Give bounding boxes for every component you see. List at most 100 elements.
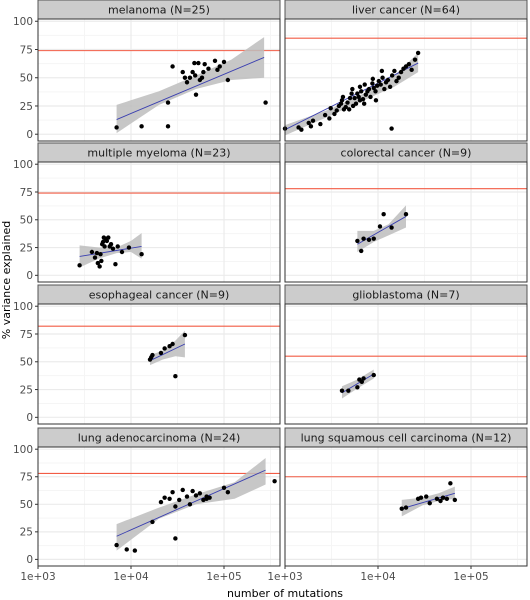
panel-background	[285, 304, 527, 424]
y-tick-label: 100	[13, 301, 33, 313]
panel-border	[37, 303, 281, 425]
data-point	[356, 94, 361, 100]
data-point	[308, 124, 314, 129]
data-point	[114, 125, 119, 130]
data-point	[184, 80, 190, 85]
data-point	[415, 50, 421, 56]
data-point	[340, 94, 346, 100]
data-point	[306, 120, 311, 126]
data-point	[373, 89, 378, 94]
data-point	[180, 69, 185, 75]
data-point	[221, 59, 227, 65]
data-point	[370, 76, 376, 82]
data-point	[332, 111, 337, 117]
facet-title: multiple myeloma (N=23)	[87, 147, 230, 160]
data-point	[165, 100, 171, 105]
data-point	[77, 263, 82, 268]
data-point	[173, 374, 178, 379]
y-tick-label: 50	[20, 499, 33, 511]
data-point	[322, 112, 328, 118]
data-point	[196, 60, 201, 66]
data-point	[299, 127, 304, 132]
data-point	[379, 68, 385, 74]
data-point	[221, 485, 227, 490]
data-point	[385, 77, 391, 83]
data-point	[162, 346, 167, 351]
data-point	[403, 212, 409, 217]
data-point	[139, 124, 144, 129]
regression-line	[401, 492, 455, 510]
facet-panel: lung squamous cell carcinoma (N=12) 1e+03…	[267, 427, 528, 583]
facet-panel: liver cancer (N=64)	[282, 0, 528, 142]
data-point	[215, 67, 220, 73]
data-point	[381, 212, 386, 217]
data-point	[359, 379, 365, 384]
facet-panel: colorectal cancer (N=9)	[284, 142, 528, 283]
data-point	[94, 250, 100, 256]
y-tick-label: 25	[20, 101, 33, 113]
facet-title: esophageal cancer (N=9)	[89, 289, 230, 302]
data-point	[170, 64, 175, 69]
data-point	[371, 236, 376, 241]
x-tick-label: 1e+05	[453, 571, 488, 583]
data-point	[114, 542, 119, 548]
data-point	[100, 239, 106, 245]
data-point	[158, 350, 164, 356]
data-point	[412, 57, 418, 62]
data-point	[346, 388, 351, 393]
data-point	[110, 246, 116, 251]
data-point	[197, 491, 203, 496]
y-tick-label: 0	[26, 270, 33, 282]
data-point	[339, 98, 345, 103]
data-point	[327, 116, 332, 121]
data-point	[339, 388, 345, 393]
data-point	[360, 97, 366, 102]
data-point	[204, 496, 209, 501]
data-point	[378, 82, 383, 87]
data-point	[424, 494, 429, 499]
data-point	[355, 238, 360, 244]
data-point	[361, 101, 367, 106]
data-point	[102, 244, 107, 249]
facet-panel: glioblastoma (N=7)	[284, 284, 528, 425]
panel-background	[38, 19, 280, 141]
confidence-band	[401, 486, 455, 517]
data-point	[444, 496, 450, 501]
data-point	[394, 78, 399, 84]
data-point	[193, 92, 199, 97]
facet-panel: melanoma (N=25) 0 25 50 75 100	[13, 0, 281, 142]
data-point	[97, 264, 102, 269]
data-point	[158, 499, 164, 505]
data-point	[366, 237, 372, 242]
data-point	[167, 496, 172, 501]
data-point	[115, 244, 120, 249]
regression-line	[116, 56, 265, 120]
x-tick-label: 1e+04	[360, 571, 396, 583]
data-point	[106, 235, 111, 240]
data-point	[162, 495, 167, 500]
data-point	[199, 75, 205, 80]
data-point	[349, 91, 354, 96]
panel-border	[37, 161, 281, 283]
data-point	[150, 352, 155, 358]
y-tick-label: 75	[20, 472, 33, 484]
data-point	[104, 238, 110, 244]
data-point	[124, 547, 129, 552]
y-tick-label: 0	[26, 129, 33, 141]
data-point	[180, 487, 185, 493]
data-point	[389, 73, 395, 78]
data-point	[350, 86, 355, 92]
confidence-band	[116, 37, 265, 134]
data-point	[92, 255, 98, 260]
data-point	[217, 64, 222, 69]
panel-border	[284, 18, 528, 142]
data-point	[343, 104, 348, 110]
data-point	[438, 498, 443, 504]
data-point	[380, 75, 385, 80]
data-point	[99, 258, 104, 264]
data-point	[95, 260, 101, 266]
data-point	[359, 89, 364, 94]
data-point	[132, 548, 138, 553]
data-point	[371, 372, 376, 378]
panel-background	[285, 19, 527, 141]
